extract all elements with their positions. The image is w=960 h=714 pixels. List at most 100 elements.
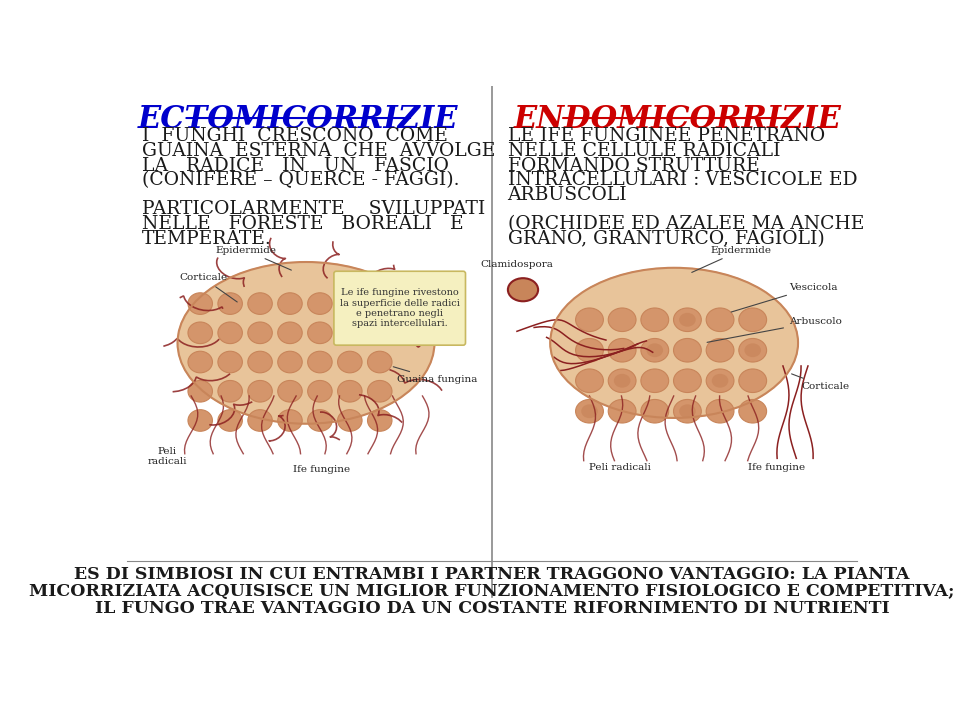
Text: ARBUSCOLI: ARBUSCOLI: [508, 186, 627, 203]
Ellipse shape: [368, 293, 392, 314]
Text: (ORCHIDEE ED AZALEE MA ANCHE: (ORCHIDEE ED AZALEE MA ANCHE: [508, 215, 864, 233]
Text: I  FUNGHI  CRESCONO  COME: I FUNGHI CRESCONO COME: [142, 127, 447, 145]
Ellipse shape: [576, 338, 604, 362]
Ellipse shape: [307, 351, 332, 373]
Text: Clamidospora: Clamidospora: [481, 260, 553, 268]
Text: ECTOMICORRIZIE: ECTOMICORRIZIE: [138, 104, 459, 135]
Ellipse shape: [218, 293, 242, 314]
Text: Vescicola: Vescicola: [732, 283, 837, 312]
Ellipse shape: [711, 374, 729, 388]
Ellipse shape: [307, 410, 332, 431]
Ellipse shape: [248, 293, 273, 314]
Ellipse shape: [368, 322, 392, 343]
Text: Corticale: Corticale: [180, 273, 237, 302]
Text: FORMANDO STRUTTURE: FORMANDO STRUTTURE: [508, 156, 759, 174]
Ellipse shape: [641, 338, 669, 362]
Ellipse shape: [707, 338, 734, 362]
Ellipse shape: [609, 399, 636, 423]
Ellipse shape: [641, 369, 669, 393]
Ellipse shape: [248, 410, 273, 431]
Ellipse shape: [508, 278, 539, 301]
Ellipse shape: [368, 410, 392, 431]
Ellipse shape: [307, 322, 332, 343]
Ellipse shape: [641, 308, 669, 331]
Ellipse shape: [218, 381, 242, 402]
Text: Guaina fungina: Guaina fungina: [394, 367, 477, 384]
Text: (CONIFERE – QUERCE - FAGGI).: (CONIFERE – QUERCE - FAGGI).: [142, 171, 459, 189]
Ellipse shape: [641, 399, 669, 423]
Ellipse shape: [679, 313, 696, 327]
Text: Peli radicali: Peli radicali: [588, 463, 651, 472]
Ellipse shape: [178, 262, 435, 423]
Ellipse shape: [248, 381, 273, 402]
Ellipse shape: [581, 404, 598, 418]
Text: Ife fungine: Ife fungine: [749, 463, 805, 472]
Ellipse shape: [739, 369, 767, 393]
Ellipse shape: [188, 351, 212, 373]
Ellipse shape: [338, 381, 362, 402]
Ellipse shape: [277, 381, 302, 402]
Ellipse shape: [576, 369, 604, 393]
Text: GUAINA  ESTERNA  CHE  AVVOLGE: GUAINA ESTERNA CHE AVVOLGE: [142, 142, 495, 160]
Ellipse shape: [739, 399, 767, 423]
Ellipse shape: [277, 410, 302, 431]
Ellipse shape: [188, 381, 212, 402]
Ellipse shape: [707, 399, 734, 423]
Ellipse shape: [576, 399, 604, 423]
Text: IL FUNGO TRAE VANTAGGIO DA UN COSTANTE RIFORNIMENTO DI NUTRIENTI: IL FUNGO TRAE VANTAGGIO DA UN COSTANTE R…: [95, 600, 889, 617]
Text: ENDOMICORRIZIE: ENDOMICORRIZIE: [514, 104, 842, 135]
Ellipse shape: [248, 351, 273, 373]
Text: Arbuscolo: Arbuscolo: [708, 318, 842, 342]
Ellipse shape: [248, 322, 273, 343]
Ellipse shape: [674, 399, 702, 423]
Ellipse shape: [338, 351, 362, 373]
Text: TEMPERATE.: TEMPERATE.: [142, 230, 272, 248]
Ellipse shape: [613, 374, 631, 388]
Text: NELLE CELLULE RADICALI: NELLE CELLULE RADICALI: [508, 142, 780, 160]
Text: Corticale: Corticale: [792, 374, 850, 391]
Ellipse shape: [218, 322, 242, 343]
Ellipse shape: [368, 351, 392, 373]
Ellipse shape: [218, 351, 242, 373]
Ellipse shape: [277, 322, 302, 343]
Ellipse shape: [609, 308, 636, 331]
Text: MICORRIZIATA ACQUISISCE UN MIGLIOR FUNZIONAMENTO FISIOLOGICO E COMPETITIVA;: MICORRIZIATA ACQUISISCE UN MIGLIOR FUNZI…: [29, 583, 955, 600]
Ellipse shape: [674, 338, 702, 362]
Ellipse shape: [307, 381, 332, 402]
Ellipse shape: [277, 351, 302, 373]
Ellipse shape: [739, 338, 767, 362]
Ellipse shape: [609, 369, 636, 393]
Text: Ife fungine: Ife fungine: [293, 466, 349, 474]
Ellipse shape: [679, 404, 696, 418]
Ellipse shape: [218, 410, 242, 431]
Ellipse shape: [188, 293, 212, 314]
Ellipse shape: [739, 308, 767, 331]
Ellipse shape: [188, 410, 212, 431]
Ellipse shape: [277, 293, 302, 314]
Ellipse shape: [188, 322, 212, 343]
Text: LE IFE FUNGINEE PENETRANO: LE IFE FUNGINEE PENETRANO: [508, 127, 825, 145]
Text: Le ife fungine rivestono
la superficie delle radici
e penetrano negli
spazi inte: Le ife fungine rivestono la superficie d…: [340, 288, 460, 328]
Ellipse shape: [609, 338, 636, 362]
Text: PARTICOLARMENTE    SVILUPPATI: PARTICOLARMENTE SVILUPPATI: [142, 201, 485, 218]
Ellipse shape: [307, 293, 332, 314]
Ellipse shape: [646, 343, 663, 357]
Ellipse shape: [707, 308, 734, 331]
Ellipse shape: [368, 381, 392, 402]
Ellipse shape: [338, 293, 362, 314]
Text: Epidermide: Epidermide: [692, 246, 772, 273]
Text: LA   RADICE   IN   UN   FASCIO: LA RADICE IN UN FASCIO: [142, 156, 448, 174]
Text: ES DI SIMBIOSI IN CUI ENTRAMBI I PARTNER TRAGGONO VANTAGGIO: LA PIANTA: ES DI SIMBIOSI IN CUI ENTRAMBI I PARTNER…: [74, 566, 910, 583]
Ellipse shape: [674, 369, 702, 393]
Ellipse shape: [338, 410, 362, 431]
Text: Epidermide: Epidermide: [215, 246, 292, 270]
FancyBboxPatch shape: [334, 271, 466, 345]
Ellipse shape: [707, 369, 734, 393]
Text: GRANO, GRANTURCO, FAGIOLI): GRANO, GRANTURCO, FAGIOLI): [508, 230, 825, 248]
Ellipse shape: [576, 308, 604, 331]
Ellipse shape: [674, 308, 702, 331]
Text: NELLE   FORESTE   BOREALI   E: NELLE FORESTE BOREALI E: [142, 215, 464, 233]
Text: INTRACELLULARI : VESCICOLE ED: INTRACELLULARI : VESCICOLE ED: [508, 171, 857, 189]
Ellipse shape: [550, 268, 798, 418]
Text: Peli
radicali: Peli radicali: [147, 447, 186, 466]
